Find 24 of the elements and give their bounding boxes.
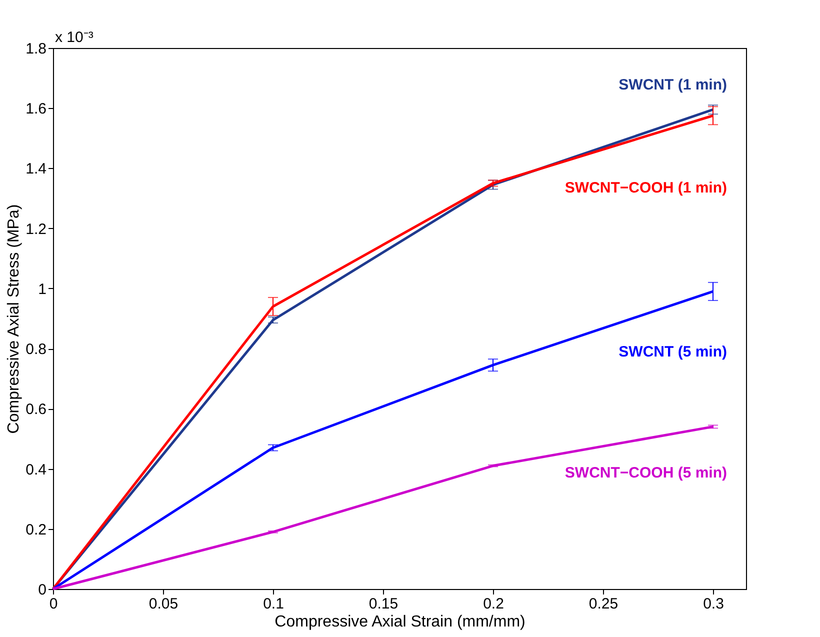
y-tick-label: 0.2 (26, 521, 46, 538)
x-tick-label: 0.1 (263, 596, 284, 612)
x-tick-label: 0.05 (148, 596, 178, 612)
series-label: SWCNT (1 min) (618, 76, 727, 94)
y-tick-label: 1 (38, 280, 46, 298)
y-tick-label: 1.8 (26, 40, 46, 58)
x-tick-label: 0 (49, 596, 58, 612)
y-tick-label: 1.4 (26, 160, 46, 178)
x-tick-label: 0.25 (588, 596, 618, 612)
y-tick-label: 0 (38, 582, 46, 598)
x-tick-label: 0.2 (483, 596, 504, 612)
y-tick-label: 0.8 (26, 341, 46, 358)
y-tick-label: 1.2 (26, 220, 46, 238)
text: x 10⁻³ (55, 29, 94, 46)
y-tick-label: 1.6 (26, 100, 46, 118)
series-label: SWCNT (5 min) (618, 343, 727, 360)
series-label: SWCNT−COOH (5 min) (564, 464, 727, 482)
x-tick-label: 0.3 (703, 596, 724, 612)
x-axis-title: Compressive Axial Strain (mm/mm) (274, 614, 526, 630)
y-tick-label: 0.4 (26, 461, 46, 478)
y-axis-title: Compressive Axial Stress (MPa) (6, 204, 23, 434)
y-tick-label: 0.6 (26, 401, 46, 418)
series-label: SWCNT−COOH (1 min) (564, 180, 727, 197)
x-tick-label: 0.15 (368, 596, 398, 612)
